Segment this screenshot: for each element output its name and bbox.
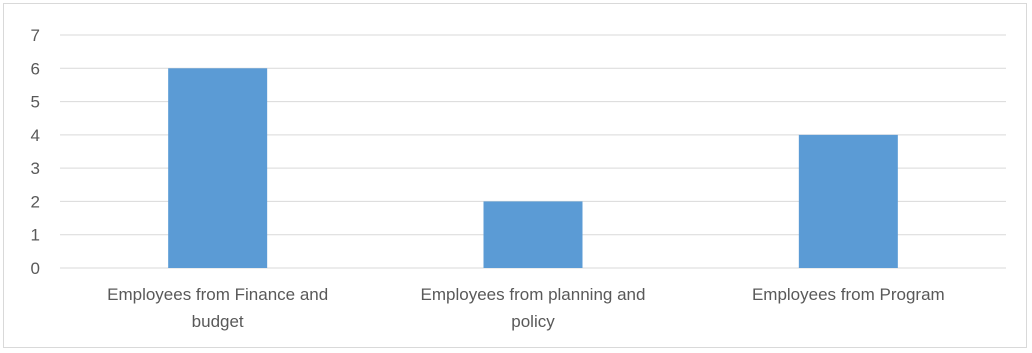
x-category-label: Employees from Program: [752, 285, 945, 304]
x-category-label: Employees from Finance and budget: [107, 285, 328, 331]
y-tick-label: 6: [31, 59, 40, 78]
y-tick-label: 7: [31, 26, 40, 45]
y-tick-label: 4: [31, 126, 40, 145]
y-tick-label: 2: [31, 192, 40, 211]
x-category-label-line: budget: [192, 312, 244, 331]
x-category-label-line: Employees from planning and: [421, 285, 646, 304]
bar: [483, 201, 583, 268]
x-category-label-line: Employees from Finance and: [107, 285, 328, 304]
y-tick-label: 5: [31, 93, 40, 112]
bar: [168, 68, 268, 269]
bar: [798, 134, 898, 268]
y-tick-label: 0: [31, 259, 40, 278]
y-tick-label: 3: [31, 159, 40, 178]
y-tick-label: 1: [31, 226, 40, 245]
x-category-label-line: policy: [511, 312, 555, 331]
x-category-label: Employees from planning and policy: [421, 285, 646, 331]
x-category-label-line: Employees from Program: [752, 285, 945, 304]
